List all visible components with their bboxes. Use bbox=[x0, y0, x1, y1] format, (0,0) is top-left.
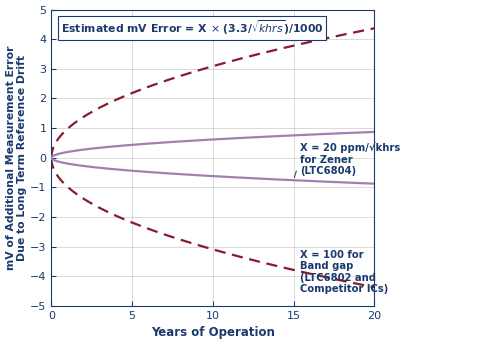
Text: X = 100 for
Band gap
(LTC6802 and
Competitor ICs): X = 100 for Band gap (LTC6802 and Compet… bbox=[294, 250, 388, 295]
Y-axis label: mV of Additional Measurement Error
Due to Long Term Reference Drift: mV of Additional Measurement Error Due t… bbox=[6, 46, 27, 270]
Text: Estimated mV Error = X $\times$ (3.3/$\sqrt{khrs}$)/1000: Estimated mV Error = X $\times$ (3.3/$\s… bbox=[61, 18, 324, 37]
Text: X = 20 ppm/√khrs
for Zener
(LTC6804): X = 20 ppm/√khrs for Zener (LTC6804) bbox=[295, 142, 400, 178]
X-axis label: Years of Operation: Years of Operation bbox=[151, 326, 275, 339]
